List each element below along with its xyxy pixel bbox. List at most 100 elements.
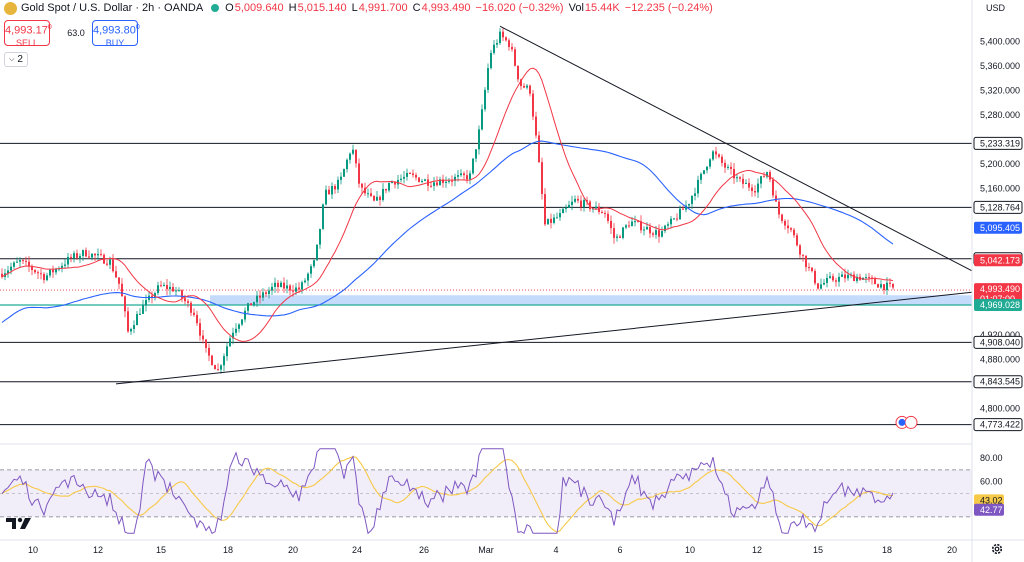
candle	[34, 269, 36, 275]
candle	[169, 281, 171, 295]
candle	[19, 257, 21, 268]
time-tick-label: 12	[752, 545, 762, 555]
candle	[502, 28, 504, 42]
candle	[388, 182, 390, 193]
blue-ma-tag-bg	[974, 221, 1022, 234]
candle	[595, 201, 597, 209]
change-value: −16.020 (−0.32%)	[475, 2, 564, 14]
symbol-title[interactable]: Gold Spot / U.S. Dollar · 2h · OANDA	[21, 2, 204, 14]
candle	[61, 262, 63, 273]
candle	[748, 178, 750, 191]
candle	[784, 219, 786, 230]
candle	[328, 185, 330, 195]
candle	[40, 268, 42, 280]
candle	[424, 178, 426, 182]
currency-label: USD	[986, 3, 1006, 13]
candle	[883, 283, 885, 295]
candle	[643, 226, 645, 236]
candle	[757, 178, 759, 199]
candle	[64, 258, 66, 269]
candle	[442, 174, 444, 188]
time-tick-label: 20	[288, 545, 298, 555]
candle	[529, 84, 531, 97]
candle	[7, 265, 9, 278]
candle	[829, 271, 831, 279]
candle	[721, 154, 723, 167]
rsi-ma-tag-bg	[974, 494, 1004, 507]
candle	[556, 212, 558, 219]
candle	[541, 157, 543, 200]
candle	[628, 220, 630, 229]
candle	[88, 250, 90, 259]
candle	[469, 170, 471, 185]
market-open-icon	[211, 4, 220, 12]
candle	[250, 303, 252, 306]
candle	[481, 104, 483, 131]
sell-button[interactable]: 4,993.170 SELL	[4, 20, 52, 48]
candle	[496, 39, 498, 49]
candle	[256, 290, 258, 307]
candle	[439, 176, 441, 186]
candle	[772, 177, 774, 199]
indicators-toggle-button[interactable]: ⌵ 2	[4, 52, 28, 67]
candle	[313, 259, 315, 269]
candle	[172, 283, 174, 293]
candle	[73, 250, 75, 263]
candle	[640, 215, 642, 234]
time-tick-label: 15	[156, 545, 166, 555]
candle	[403, 170, 405, 184]
event-flag-icon	[904, 415, 918, 429]
candle	[661, 226, 663, 238]
candle	[535, 111, 537, 139]
gear-icon[interactable]	[990, 542, 1004, 556]
level-tag-0: 5,233.319	[980, 138, 1020, 148]
candle	[103, 253, 105, 265]
level-tag-5: 4,773.422	[980, 420, 1020, 430]
indicators-count: 2	[17, 54, 23, 65]
candle	[679, 205, 681, 220]
close-value: 4,993.490	[421, 2, 471, 14]
candle	[139, 308, 141, 315]
volume-change-value: −12.235 (−0.24%)	[624, 2, 713, 14]
level-tag-4-bg	[973, 375, 1023, 389]
candle	[433, 176, 435, 191]
candle	[607, 210, 609, 224]
candle	[811, 267, 813, 273]
candle	[229, 335, 231, 347]
candle	[133, 320, 135, 334]
candle	[604, 210, 606, 218]
blue-ma-tag: 5,095.405	[980, 223, 1020, 233]
candle	[160, 280, 162, 288]
high-value: 5,015.140	[297, 2, 347, 14]
candle	[778, 198, 780, 219]
tradingview-logo-icon[interactable]	[6, 516, 32, 530]
candle	[436, 176, 438, 187]
candle	[49, 269, 51, 278]
buy-label: BUY	[105, 37, 125, 48]
candle	[175, 286, 177, 297]
candle	[118, 277, 120, 290]
candle	[268, 287, 270, 299]
candle	[340, 172, 342, 185]
time-tick-label: Mar	[478, 545, 494, 555]
candle	[826, 273, 828, 288]
candle	[841, 271, 843, 277]
buy-button[interactable]: 4,993.800 BUY	[92, 20, 140, 48]
candle	[562, 206, 564, 214]
candle	[334, 183, 336, 194]
level-tag-1-bg	[973, 200, 1023, 214]
time-tick-label: 26	[419, 545, 429, 555]
candle	[856, 273, 858, 284]
candle	[445, 176, 447, 188]
candle	[124, 295, 126, 318]
time-tick-label: 24	[352, 545, 362, 555]
candle	[517, 65, 519, 83]
candle	[586, 196, 588, 206]
candle	[751, 184, 753, 197]
candle	[382, 183, 384, 202]
candle	[274, 277, 276, 293]
candle	[97, 248, 99, 261]
open-value: 5,009.640	[234, 2, 284, 14]
candle	[859, 273, 861, 281]
